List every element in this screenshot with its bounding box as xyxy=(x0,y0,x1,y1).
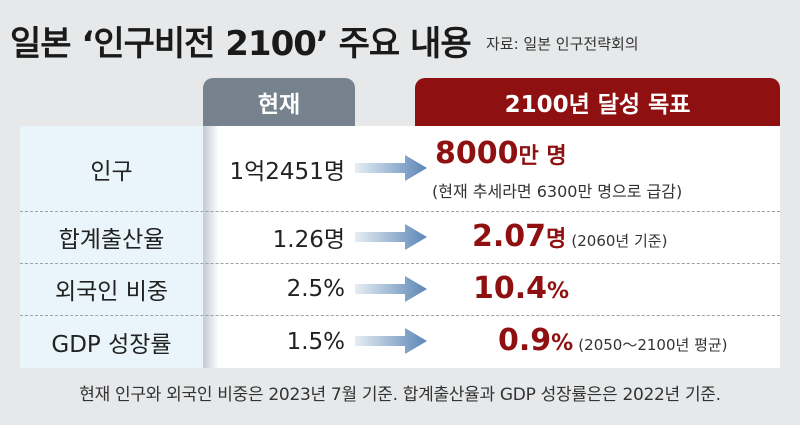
goal-unit: % xyxy=(547,279,570,304)
footnote: 현재 인구와 외국인 비중은 2023년 7월 기준. 합계출산율과 GDP 성… xyxy=(79,385,721,405)
source-credit: 자료: 일본 인구전략회의 xyxy=(486,35,639,53)
row-divider xyxy=(20,263,780,264)
row-label: 합계출산율 xyxy=(58,227,165,253)
row-goal: 0.9% (2050～2100년 평균) xyxy=(498,323,728,358)
row-current-value: 1.5% xyxy=(286,328,345,355)
header-current: 현재 xyxy=(203,78,355,126)
goal-unit: 명 xyxy=(546,227,567,252)
goal-note: (2050～2100년 평균) xyxy=(578,336,728,354)
row-label: 인구 xyxy=(90,158,133,185)
goal-value: 0.9 xyxy=(498,323,552,358)
arrow-right-icon xyxy=(355,328,427,354)
arrow-right-icon xyxy=(355,276,427,302)
goal-unit: % xyxy=(551,331,574,356)
row-goal: 2.07명 (2060년 기준) xyxy=(472,219,667,254)
goal-value: 2.07 xyxy=(472,219,547,254)
goal-note: (현재 추세라면 6300만 명으로 급감) xyxy=(432,182,683,201)
goal-value: 10.4 xyxy=(473,271,548,306)
label-column xyxy=(20,126,203,368)
table-row-population: 인구 1억2451명 8000만 명 (현재 추세라면 6300만 명으로 급감… xyxy=(20,126,780,211)
row-goal: 10.4% xyxy=(473,271,569,306)
row-label: GDP 성장률 xyxy=(51,331,172,358)
row-divider xyxy=(20,315,780,316)
goal-unit: 만 명 xyxy=(518,144,567,169)
table-row-gdp: GDP 성장률 1.5% 0.9% (2050～2100년 평균) xyxy=(20,315,780,368)
row-divider xyxy=(20,211,780,212)
arrow-right-icon xyxy=(355,155,427,181)
row-goal: 8000만 명 xyxy=(435,136,567,171)
goal-value: 8000 xyxy=(435,136,519,171)
table-row-foreigners: 외국인 비중 2.5% 10.4% xyxy=(20,263,780,315)
row-current-value: 2.5% xyxy=(286,276,345,302)
current-column-shadow xyxy=(203,126,219,368)
header-goal: 2100년 달성 목표 xyxy=(415,78,780,126)
row-label: 외국인 비중 xyxy=(54,279,169,305)
table-row-fertility: 합계출산율 1.26명 2.07명 (2060년 기준) xyxy=(20,211,780,263)
arrow-right-icon xyxy=(355,224,427,250)
row-current-value: 1.26명 xyxy=(272,227,345,253)
goal-note: (2060년 기준) xyxy=(571,232,668,250)
row-current-value: 1억2451명 xyxy=(229,158,346,185)
page-title: 일본 ‘인구비전 2100’ 주요 내용 xyxy=(10,24,472,64)
